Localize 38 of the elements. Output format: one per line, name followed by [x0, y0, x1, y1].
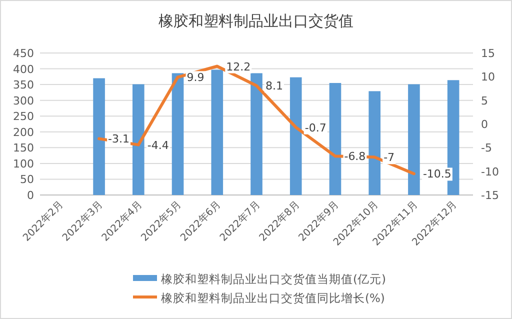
data-label: -6.8 — [344, 150, 366, 164]
y-tick-label: 300 — [13, 94, 34, 108]
y-tick-label: 400 — [13, 62, 34, 76]
data-label: -4.4 — [147, 138, 169, 152]
bar — [408, 84, 420, 195]
y-tick-label: 50 — [20, 173, 34, 186]
y-tick-label: 0 — [27, 189, 34, 202]
y2-tick-label: 10 — [481, 70, 495, 84]
y2-tick-label: -5 — [481, 142, 492, 155]
y-tick-label: 450 — [13, 47, 34, 60]
data-label: -0.7 — [304, 121, 326, 134]
legend-label: 橡胶和塑料制品业出口交货值当期值(亿元) — [161, 272, 386, 286]
data-label: 9.9 — [186, 71, 204, 84]
bar — [172, 73, 184, 195]
y2-tick-label: 5 — [481, 94, 488, 108]
y2-tick-label: -15 — [481, 189, 499, 202]
bar — [329, 82, 342, 195]
legend-label: 橡胶和塑料制品业出口交货值同比增长(%) — [161, 291, 385, 305]
data-label: 8.1 — [266, 80, 283, 93]
bar — [250, 73, 262, 195]
data-label: -3.1 — [108, 132, 130, 146]
data-label: -7 — [384, 151, 395, 164]
data-label: -10.5 — [422, 168, 452, 181]
bar — [132, 84, 144, 195]
bar — [93, 78, 105, 195]
y-tick-label: 250 — [13, 110, 34, 124]
bar — [290, 77, 302, 195]
y-tick-label: 150 — [13, 142, 34, 155]
y-tick-label: 350 — [13, 78, 34, 92]
data-label: 12.2 — [226, 60, 251, 74]
y2-tick-label: -10 — [481, 165, 499, 178]
y-tick-label: 200 — [13, 126, 34, 139]
bar — [368, 91, 380, 195]
y-tick-label: 100 — [13, 157, 34, 170]
y2-tick-label: 15 — [481, 47, 495, 60]
y2-tick-label: 0 — [481, 118, 488, 131]
bar — [211, 70, 224, 195]
chart-title: 橡胶和塑料制品业出口交货值 — [158, 12, 354, 30]
